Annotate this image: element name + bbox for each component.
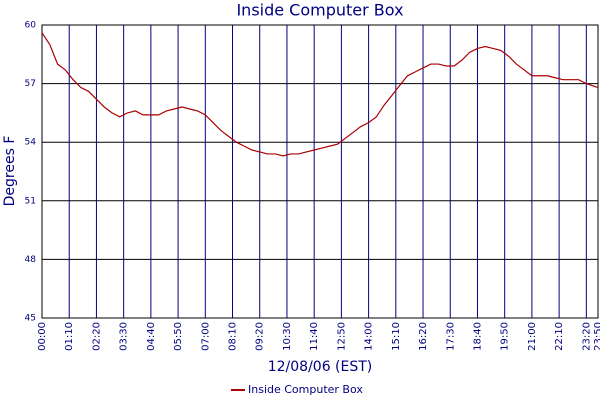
y-tick-label: 45 [25, 314, 36, 324]
x-tick-label: 02:20 [91, 322, 102, 351]
x-tick-label: 10:30 [282, 322, 293, 351]
x-tick-label: 11:40 [309, 322, 320, 351]
x-tick-label: 05:50 [173, 322, 184, 351]
x-tick-label: 01:10 [64, 322, 75, 351]
x-tick-label: 22:10 [554, 322, 565, 351]
y-tick-label: 60 [25, 21, 37, 31]
x-tick-label: 18:40 [472, 322, 483, 351]
data-line [41, 32, 599, 157]
x-tick-label: 03:30 [119, 322, 130, 351]
plot-border [41, 24, 599, 319]
x-tick-label: 21:00 [527, 322, 538, 351]
y-tick-label: 57 [25, 79, 36, 89]
y-axis-label: Degrees F [2, 136, 18, 207]
x-tick-label: 04:40 [146, 322, 157, 351]
legend-label: Inside Computer Box [248, 383, 363, 396]
x-tick-label: 14:00 [364, 322, 375, 351]
x-tick-label: 09:20 [255, 322, 266, 351]
x-tick-label: 12:50 [336, 322, 347, 351]
chart-title: Inside Computer Box [236, 1, 403, 20]
x-tick-label: 16:20 [418, 322, 429, 351]
x-tick-label: 00:00 [37, 322, 48, 351]
x-tick-label: 15:10 [391, 322, 402, 351]
x-axis-label: 12/08/06 (EST) [268, 359, 373, 375]
y-tick-label: 54 [25, 138, 37, 148]
x-tick-label: 08:10 [228, 322, 239, 351]
y-tick-label: 51 [25, 196, 36, 206]
x-tick-label: 23:20 [581, 322, 592, 351]
x-tick-label: 23:50 [593, 322, 600, 351]
y-tick-label: 48 [25, 255, 37, 265]
x-tick-label: 19:50 [500, 322, 511, 351]
x-tick-label: 07:00 [200, 322, 211, 351]
x-tick-label: 17:30 [445, 322, 456, 351]
